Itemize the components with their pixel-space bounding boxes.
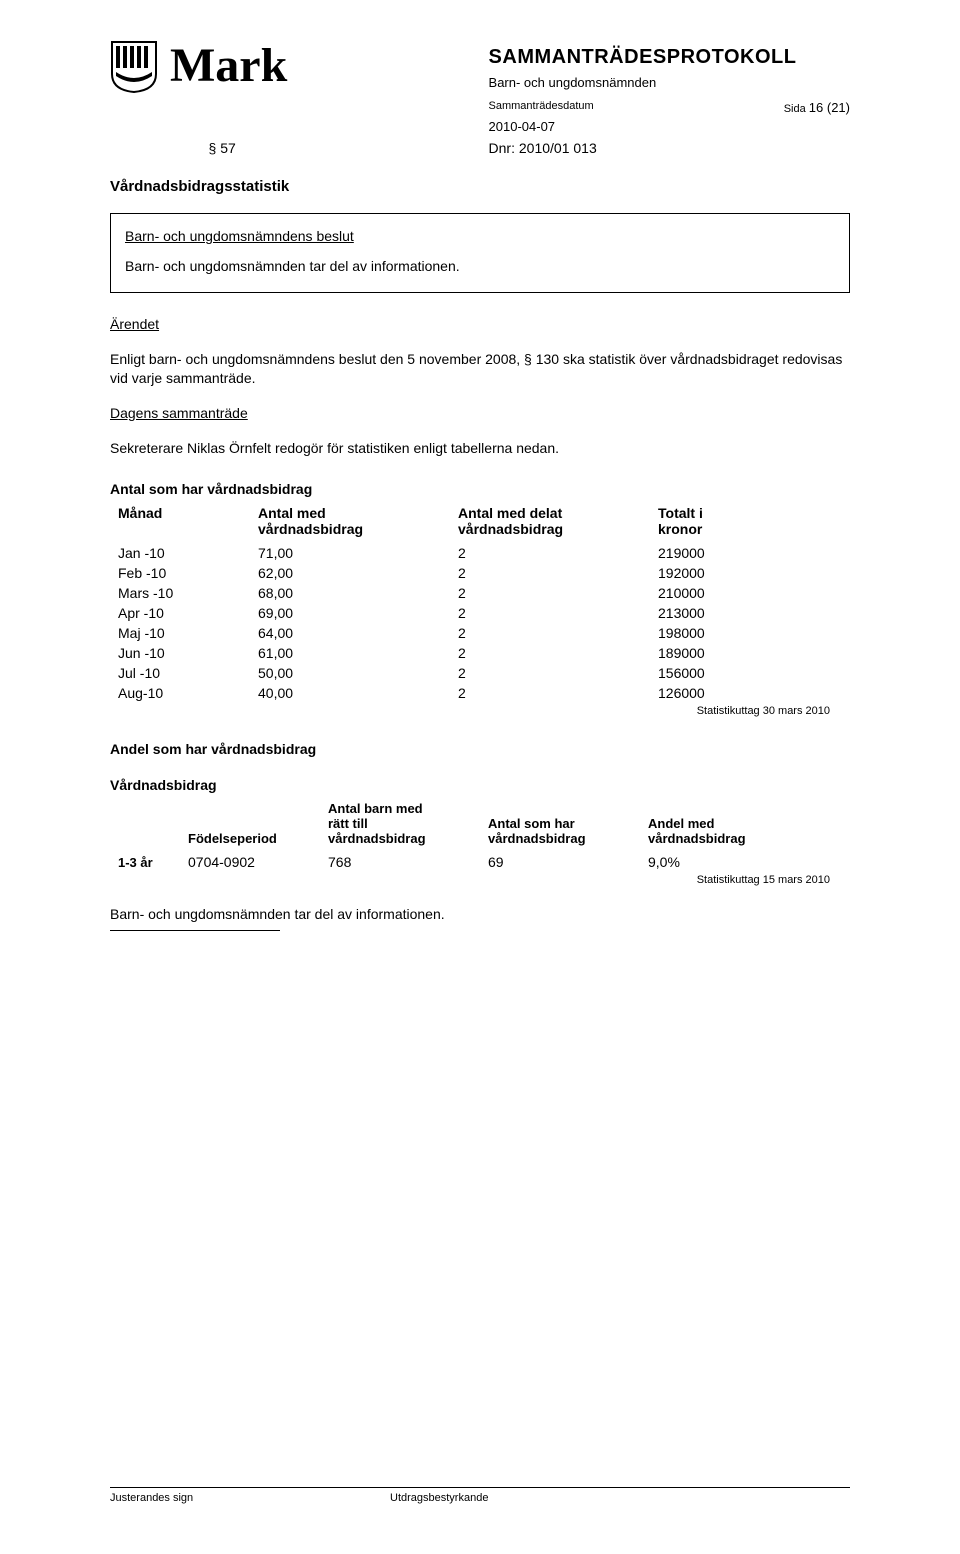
cell: 156000 — [650, 663, 850, 683]
page-title: Vårdnadsbidragsstatistik — [110, 178, 850, 195]
section-row: § 57 Dnr: 2010/01 013 — [209, 140, 850, 156]
footer-right: Utdragsbestyrkande — [390, 1492, 488, 1504]
cell: 50,00 — [250, 663, 450, 683]
cell-antal: 768 — [320, 852, 480, 872]
th-antal: Antal med vårdnadsbidrag — [250, 503, 450, 543]
cell: Feb -10 — [110, 563, 250, 583]
th-empty — [110, 799, 180, 852]
cell: 69,00 — [250, 603, 450, 623]
decision-heading: Barn- och ungdomsnämndens beslut — [125, 228, 354, 244]
table-row: Feb -1062,002192000 — [110, 563, 850, 583]
brand-name: Mark — [170, 42, 287, 90]
cell: 219000 — [650, 543, 850, 563]
cell: 126000 — [650, 683, 850, 703]
table-row: Maj -1064,002198000 — [110, 623, 850, 643]
cell: 2 — [450, 543, 650, 563]
cell: 68,00 — [250, 583, 450, 603]
th-antal-barn: Antal barn med rätt till vårdnadsbidrag — [320, 799, 480, 852]
cell: 2 — [450, 563, 650, 583]
th-antal-har: Antal som har vårdnadsbidrag — [480, 799, 640, 852]
cell: Jan -10 — [110, 543, 250, 563]
decision-text: Barn- och ungdomsnämnden tar del av info… — [125, 258, 460, 274]
document-subtitle: Barn- och ungdomsnämnden — [489, 75, 850, 90]
municipal-crest-icon — [110, 40, 158, 94]
cell: 64,00 — [250, 623, 450, 643]
cell-period: 0704-0902 — [180, 852, 320, 872]
table2-subtitle: Vårdnadsbidrag — [110, 777, 850, 793]
cell: 40,00 — [250, 683, 450, 703]
th-delat: Antal med delat vårdnadsbidrag — [450, 503, 650, 543]
th-period: Födelseperiod — [180, 799, 320, 852]
table-row: Jan -1071,002219000 — [110, 543, 850, 563]
cell: Mars -10 — [110, 583, 250, 603]
meta-row: Sammanträdesdatum Sida 16 (21) — [489, 100, 850, 115]
dagens-heading: Dagens sammanträde — [110, 405, 248, 421]
footer-left: Justerandes sign — [110, 1492, 390, 1504]
signature-rule — [110, 930, 280, 931]
cell: 62,00 — [250, 563, 450, 583]
meeting-date: 2010-04-07 — [489, 119, 850, 134]
cell: Apr -10 — [110, 603, 250, 623]
footer-rule — [110, 1487, 850, 1488]
th-month: Månad — [110, 503, 250, 543]
table-andel: Födelseperiod Antal barn med rätt till v… — [110, 799, 850, 872]
table1-note: Statistikuttag 30 mars 2010 — [110, 705, 850, 717]
cell: 213000 — [650, 603, 850, 623]
meta-date-label: Sammanträdesdatum — [489, 100, 594, 115]
cell-har: 69 — [480, 852, 640, 872]
closing-text: Barn- och ungdomsnämnden tar del av info… — [110, 906, 850, 922]
table2-note: Statistikuttag 15 mars 2010 — [110, 874, 850, 886]
table-vardnadsbidrag: Månad Antal med vårdnadsbidrag Antal med… — [110, 503, 850, 703]
cell: 61,00 — [250, 643, 450, 663]
cell: 189000 — [650, 643, 850, 663]
header: Mark SAMMANTRÄDESPROTOKOLL Barn- och ung… — [110, 40, 850, 156]
section-number: § 57 — [209, 140, 489, 156]
arende-heading: Ärendet — [110, 316, 159, 332]
section-dnr: Dnr: 2010/01 013 — [489, 140, 597, 156]
cell: 2 — [450, 643, 650, 663]
cell: Jul -10 — [110, 663, 250, 683]
cell: 2 — [450, 583, 650, 603]
meta-page: Sida 16 (21) — [784, 100, 850, 115]
table2-title: Andel som har vårdnadsbidrag — [110, 741, 850, 757]
table-row: Jun -1061,002189000 — [110, 643, 850, 663]
table-row: Aug-1040,002126000 — [110, 683, 850, 703]
cell: 198000 — [650, 623, 850, 643]
page-label: Sida — [784, 103, 806, 115]
cell: Maj -10 — [110, 623, 250, 643]
cell: 210000 — [650, 583, 850, 603]
document-title: SAMMANTRÄDESPROTOKOLL — [489, 46, 850, 69]
cell: 2 — [450, 603, 650, 623]
dagens-text: Sekreterare Niklas Örnfelt redogör för s… — [110, 439, 850, 458]
cell: 192000 — [650, 563, 850, 583]
cell: Aug-10 — [110, 683, 250, 703]
cell: 2 — [450, 623, 650, 643]
th-total: Totalt i kronor — [650, 503, 850, 543]
table-row: Apr -1069,002213000 — [110, 603, 850, 623]
body-text: Ärendet Enligt barn- och ungdomsnämndens… — [110, 315, 850, 457]
cell: 71,00 — [250, 543, 450, 563]
arende-text: Enligt barn- och ungdomsnämndens beslut … — [110, 350, 850, 388]
cell: Jun -10 — [110, 643, 250, 663]
th-andel: Andel med vårdnadsbidrag — [640, 799, 850, 852]
footer: Justerandes sign Utdragsbestyrkande — [110, 1487, 850, 1504]
header-right: SAMMANTRÄDESPROTOKOLL Barn- och ungdomsn… — [489, 40, 850, 156]
table1-title: Antal som har vårdnadsbidrag — [110, 481, 850, 497]
table-row: Jul -1050,002156000 — [110, 663, 850, 683]
table-row: Mars -1068,002210000 — [110, 583, 850, 603]
page-value: 16 (21) — [809, 100, 850, 115]
cell: 2 — [450, 683, 650, 703]
table-row: 1-3 år 0704-0902 768 69 9,0% — [110, 852, 850, 872]
cell: 2 — [450, 663, 650, 683]
cell-andel: 9,0% — [640, 852, 850, 872]
decision-box: Barn- och ungdomsnämndens beslut Barn- o… — [110, 213, 850, 293]
cell-age: 1-3 år — [110, 852, 180, 872]
